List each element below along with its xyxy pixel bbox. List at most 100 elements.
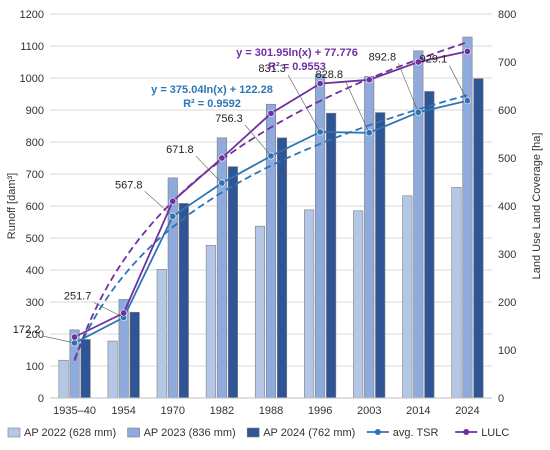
data-label-leader xyxy=(398,63,419,113)
y2-axis-title: Land Use Land Coverage [ha] xyxy=(531,133,543,280)
bar xyxy=(178,203,189,399)
series-point xyxy=(71,333,79,341)
bar xyxy=(129,311,140,399)
y2-tick-label: 400 xyxy=(498,201,516,213)
y2-tick-label: 500 xyxy=(498,153,516,165)
x-tick-label: 2014 xyxy=(406,405,430,417)
data-label: 671.8 xyxy=(166,144,194,156)
trend-r2-lulc: R² = 0.9553 xyxy=(268,61,326,73)
x-tick-label: 1954 xyxy=(111,405,135,417)
bar xyxy=(424,91,435,399)
y-tick-label: 400 xyxy=(26,265,44,277)
data-label: 828.8 xyxy=(315,69,343,81)
bar xyxy=(473,78,484,399)
y-tick-label: 900 xyxy=(26,105,44,117)
y-axis-title: Runoff [dam³] xyxy=(6,173,18,239)
trendline xyxy=(73,94,468,360)
x-tick-label: 1988 xyxy=(259,405,283,417)
data-label-leader xyxy=(144,191,173,217)
series-point xyxy=(169,197,177,205)
series-point xyxy=(120,309,128,317)
series-lines xyxy=(71,47,471,347)
x-tick-label: 1996 xyxy=(308,405,332,417)
bar xyxy=(413,50,424,399)
legend: AP 2022 (628 mm) AP 2023 (836 mm) AP 2024 … xyxy=(7,427,509,439)
y-tick-label: 0 xyxy=(38,393,44,405)
data-label-leader xyxy=(287,74,321,133)
trend-equation-lulc: y = 301.95ln(x) + 77.776 xyxy=(236,47,358,59)
data-label: 831.3 xyxy=(258,63,286,75)
y2-tick-label: 200 xyxy=(498,297,516,309)
trendline xyxy=(73,41,468,362)
legend-label: AP 2022 (628 mm) xyxy=(24,427,116,439)
bar xyxy=(205,245,216,399)
data-label: 172.2 xyxy=(13,324,41,336)
bar xyxy=(375,112,386,399)
bar xyxy=(254,225,266,399)
legend-label: avg. TSR xyxy=(393,427,439,439)
data-label-leader xyxy=(344,80,370,133)
bar xyxy=(462,36,473,399)
series-point xyxy=(365,76,373,84)
data-label-leader xyxy=(244,124,272,157)
trendlines xyxy=(73,41,468,362)
bar xyxy=(304,209,315,399)
data-labels: 172.2 251.7 567.8 671.8 756.3 831.3 828.8 892.8… xyxy=(13,47,468,344)
trend-r2-tsr: R² = 0.9592 xyxy=(183,98,241,110)
bar xyxy=(216,137,227,399)
bar xyxy=(227,166,238,399)
y-tick-label: 800 xyxy=(26,137,44,149)
bar xyxy=(402,195,413,399)
x-tick-label: 1982 xyxy=(210,405,234,417)
series-point xyxy=(463,47,471,55)
x-tick-label: 1935–40 xyxy=(53,405,96,417)
bar xyxy=(353,210,364,399)
data-label: 929.1 xyxy=(420,54,448,66)
bar xyxy=(326,112,337,399)
y-tick-label: 200 xyxy=(26,329,44,341)
series-point xyxy=(267,109,275,117)
bar xyxy=(156,269,167,399)
legend-label: LULC xyxy=(481,427,509,439)
y2-tick-label: 0 xyxy=(498,393,504,405)
y-tick-label: 1200 xyxy=(20,9,44,21)
y-tick-label: 600 xyxy=(26,201,44,213)
bars xyxy=(58,36,484,399)
x-tick-label: 2003 xyxy=(357,405,381,417)
legend-marker xyxy=(374,429,381,435)
data-label: 892.8 xyxy=(369,51,397,63)
bar xyxy=(107,340,118,399)
y-tick-label: 100 xyxy=(26,361,44,373)
trend-equation-tsr: y = 375.04ln(x) + 122.28 xyxy=(151,84,273,96)
axes: 0100200300400500600700800900100011001200… xyxy=(6,9,543,417)
y2-tick-label: 700 xyxy=(498,57,516,69)
legend-label: AP 2023 (836 mm) xyxy=(144,427,236,439)
series-point xyxy=(218,154,226,162)
y2-tick-label: 800 xyxy=(498,9,516,21)
y2-tick-label: 600 xyxy=(498,105,516,117)
legend-marker xyxy=(463,429,470,435)
data-label-leader xyxy=(449,65,468,101)
series-point xyxy=(414,58,422,66)
bar xyxy=(276,137,288,399)
data-label: 567.8 xyxy=(115,179,143,191)
x-tick-label: 1970 xyxy=(161,405,185,417)
y2-tick-label: 100 xyxy=(498,345,516,357)
y2-tick-label: 300 xyxy=(498,249,516,261)
data-label: 756.3 xyxy=(215,113,243,125)
bar xyxy=(58,359,69,399)
bar xyxy=(451,187,462,399)
bar xyxy=(315,73,326,399)
legend-swatch xyxy=(246,427,260,438)
data-label-leader xyxy=(93,302,124,318)
data-label: 251.7 xyxy=(64,290,92,302)
data-label-leader xyxy=(195,155,223,184)
legend-label: AP 2024 (762 mm) xyxy=(263,427,355,439)
x-tick-label: 2024 xyxy=(455,405,479,417)
y-tick-label: 1000 xyxy=(20,73,44,85)
series-point xyxy=(316,80,324,88)
y-tick-label: 700 xyxy=(26,169,44,181)
bar xyxy=(80,339,91,399)
